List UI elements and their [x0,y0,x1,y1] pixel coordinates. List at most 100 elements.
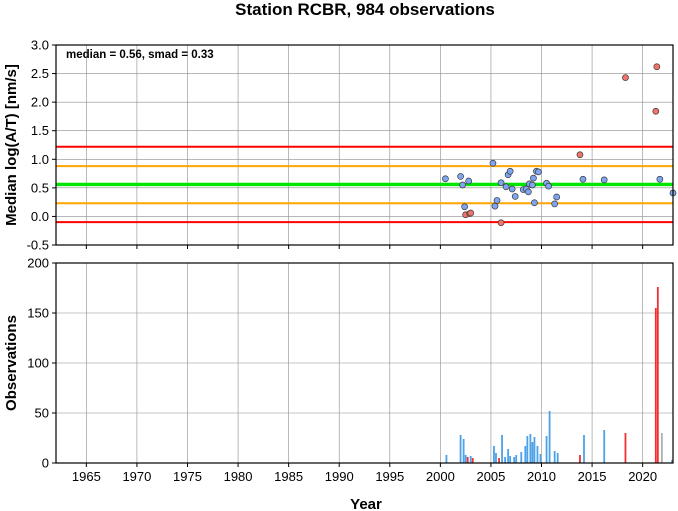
observation-bar [515,455,518,463]
top-ytick-label: 2.5 [31,66,49,81]
bottom-xtick-label: 1965 [72,469,101,484]
top-grid [56,44,673,246]
observation-bar [548,411,551,463]
observation-bar [536,446,539,463]
data-point [491,202,499,210]
threshold-lines [56,145,673,224]
data-point [511,193,519,200]
data-point [442,175,449,183]
outlier-point [653,63,661,71]
observation-bar [624,433,627,463]
bottom-xtick-label: 2015 [578,469,607,484]
bottom-xtick-label: 2020 [628,469,657,484]
observation-bar [469,456,472,463]
top-ytick-label: 0.5 [31,180,49,195]
observation-bar [462,439,465,463]
data-point [530,174,537,182]
observation-bar [459,435,462,463]
observation-bar [671,460,673,463]
data-point [579,175,587,183]
observation-bar [660,433,663,463]
data-point [545,182,552,190]
bottom-xtick-label: 1970 [122,469,151,484]
observation-bar [471,458,474,463]
observation-bar [501,435,503,463]
top-frame [55,44,674,246]
bottom-xtick-label: 1975 [173,469,202,484]
data-point [502,183,510,191]
stats-annotation: median = 0.56, smad = 0.33 [66,49,214,61]
observation-bar [656,287,659,463]
observation-bar [445,455,448,463]
observation-bar [654,308,657,463]
observation-bar [579,455,581,463]
observation-bar [553,451,556,463]
observation-bar [545,436,548,463]
bottom-ytick-label: 150 [27,306,49,321]
data-point [506,167,514,175]
observation-bar [504,457,506,463]
bottom-ytick-label: 0 [42,456,49,471]
top-ytick-label: 3.0 [31,38,49,53]
bottom-ytick-label: 50 [35,406,49,421]
bottom-y-axis-label: Observations [3,315,20,411]
observation-bar [509,456,512,463]
data-point [531,199,538,207]
top-y-axis-label: Median log(A/T) [nm/s] [3,64,20,226]
observation-bar [513,457,516,463]
observation-bar [583,435,585,463]
observation-bar [539,454,542,463]
data-point [600,176,608,184]
top-ytick-label: 2.0 [31,95,49,110]
data-point [461,203,468,211]
bottom-xtick-label: 2005 [476,469,505,484]
observation-bar [495,453,497,463]
observation-bar [526,436,529,463]
observation-bar [493,446,495,463]
data-point [529,181,536,189]
data-point [553,193,561,201]
top-ytick-label: 1.0 [31,152,49,167]
data-point [497,179,505,187]
bottom-xtick-label: 1980 [224,469,253,484]
observation-bar [507,449,510,463]
data-point [459,181,466,189]
bottom-ytick-label: 100 [27,356,49,371]
outlier-point [497,219,505,227]
data-point [493,197,501,204]
median-band [56,182,673,187]
bottom-xtick-label: 2000 [426,469,455,484]
outlier-point [576,151,584,159]
x-axis-label: Year [350,496,382,511]
observation-bar [529,434,532,463]
data-point [508,185,516,193]
data-point [551,200,559,208]
top-ytick-label: -0.5 [27,238,49,253]
data-point [656,175,664,183]
observation-bar [466,457,469,463]
observation-bar [533,437,536,463]
bottom-xtick-label: 1995 [375,469,404,484]
top-ytick-label: 0.0 [31,209,49,224]
bottom-grid [56,262,673,464]
observation-bar [464,455,467,463]
observation-bar [556,453,559,463]
observations-panel: 1965 1970 1975 1980 1985 1990 1995 2000 2005 2010… [3,256,674,511]
bottom-xtick-label: 1985 [274,469,303,484]
scatter-points [442,63,677,227]
bottom-tick-labels: 1965 1970 1975 1980 1985 1990 1995 2000 2005 2010… [27,256,657,485]
data-point [465,177,473,185]
data-point [457,173,464,180]
observation-bar [524,446,527,463]
observation-bars [445,287,673,463]
top-tick-labels: -0.5 0.0 0.5 1.0 1.5 2.0 2.5 3.0 [27,38,644,253]
observation-bar [603,430,606,463]
bottom-ytick-label: 200 [27,256,49,271]
outlier-point [467,209,475,217]
data-point [489,159,497,167]
outlier-point [652,107,660,115]
bottom-xtick-label: 2010 [527,469,556,484]
data-point [525,188,532,196]
chart-title: Station RCBR, 984 observations [235,0,495,19]
